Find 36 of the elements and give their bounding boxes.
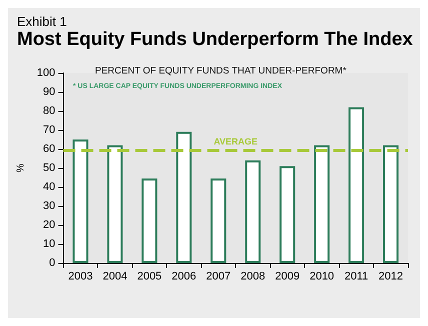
y-tick-label: 20 bbox=[43, 219, 56, 231]
x-tick-label: 2006 bbox=[172, 270, 196, 282]
y-tick-label: 40 bbox=[43, 181, 56, 193]
bar bbox=[383, 145, 399, 263]
x-tick-label: 2009 bbox=[275, 270, 300, 282]
bar bbox=[245, 160, 261, 263]
y-tick-label: 70 bbox=[43, 124, 56, 136]
x-tick-label: 2005 bbox=[137, 270, 162, 282]
y-tick-label: 90 bbox=[43, 86, 56, 98]
ref-line-label: AVERAGE bbox=[214, 136, 258, 146]
y-tick-label: 10 bbox=[43, 238, 56, 250]
x-tick-label: 2004 bbox=[102, 270, 128, 282]
y-tick-label: 50 bbox=[43, 162, 56, 174]
bar bbox=[72, 140, 88, 263]
y-tick-label: 60 bbox=[43, 143, 56, 155]
bar bbox=[142, 178, 158, 263]
y-axis-title: % bbox=[16, 163, 26, 172]
y-tick-label: 100 bbox=[36, 67, 56, 79]
x-tick-label: 2012 bbox=[378, 270, 404, 282]
bar bbox=[314, 145, 330, 263]
bar bbox=[348, 107, 364, 263]
x-tick-label: 2003 bbox=[68, 270, 93, 282]
bar bbox=[210, 178, 226, 263]
y-tick-label: 30 bbox=[43, 200, 56, 212]
bar bbox=[176, 132, 192, 263]
y-tick-label: 0 bbox=[49, 257, 56, 269]
bar bbox=[280, 166, 296, 263]
chart-subtitle: PERCENT OF EQUITY FUNDS THAT UNDER-PERFORM* bbox=[95, 66, 347, 76]
x-tick-label: 2007 bbox=[206, 270, 231, 282]
x-tick-label: 2010 bbox=[310, 270, 334, 282]
x-tick-label: 2011 bbox=[344, 270, 368, 282]
chart-title: Most Equity Funds Underperform The Index bbox=[17, 29, 414, 50]
bar bbox=[107, 145, 123, 263]
text: Exhibit 1 bbox=[17, 14, 67, 29]
y-tick-label: 80 bbox=[43, 105, 56, 117]
x-tick-label: 2008 bbox=[240, 270, 266, 282]
